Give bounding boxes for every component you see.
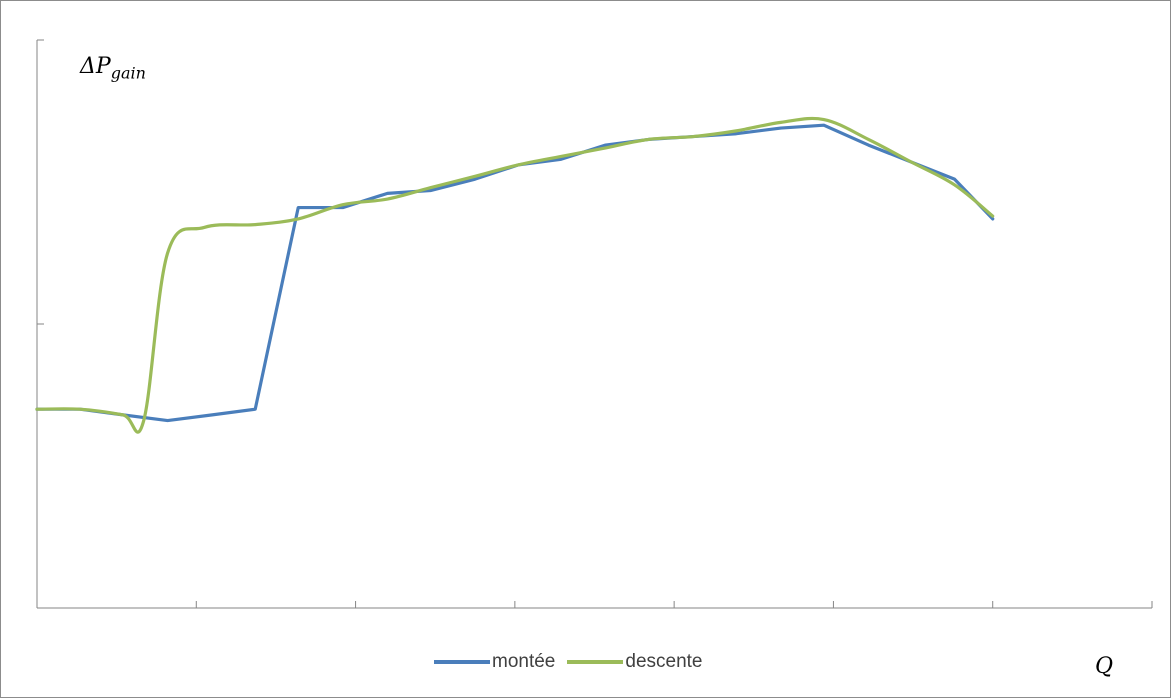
legend-swatch-descente (567, 660, 624, 664)
legend-label-montee: montée (492, 651, 556, 672)
legend: montée descente (434, 650, 715, 674)
y-axis-label-main: ΔP (80, 54, 111, 79)
series-line-montee (35, 123, 995, 423)
legend-item-descente: descente (567, 651, 703, 673)
y-axis-label: ΔPgain (80, 54, 146, 82)
legend-label-descente: descente (625, 651, 703, 672)
series-line-descente (35, 116, 995, 434)
legend-swatch-montee (434, 660, 490, 664)
x-axis-label: Q (1095, 654, 1114, 679)
y-axis-label-subscript: gain (110, 63, 146, 83)
legend-item-montee: montée (434, 651, 555, 673)
series-layer (35, 116, 995, 434)
chart-axes (36, 39, 1153, 609)
